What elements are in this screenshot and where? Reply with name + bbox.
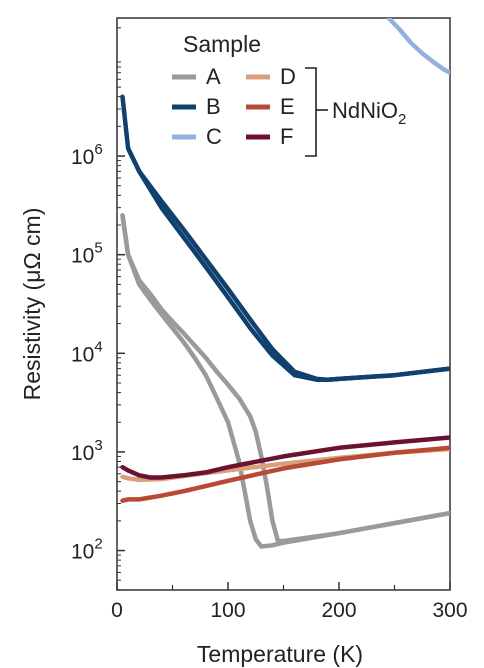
series-line-a-0 — [120, 213, 450, 549]
legend-title: Sample — [183, 31, 261, 57]
y-tick-label-5: 105 — [71, 240, 103, 268]
y-tick-label-4: 104 — [71, 338, 103, 366]
legend-group-label: NdNiO2 — [332, 98, 406, 128]
x-ticks: 0 100 200 300 — [111, 582, 468, 622]
x-tick-label-100: 100 — [210, 599, 245, 622]
legend-group-bracket — [305, 67, 317, 157]
series-line-b-3 — [125, 146, 450, 382]
legend-label-f: F — [280, 124, 293, 149]
series-layer — [120, 18, 450, 549]
y-tick-label-3: 103 — [71, 437, 103, 465]
legend-label-d: D — [280, 64, 296, 89]
legend-label-b: B — [206, 94, 221, 119]
x-tick-label-200: 200 — [321, 599, 356, 622]
series-line-c-4 — [386, 18, 450, 75]
legend-label-a: A — [206, 64, 221, 89]
x-axis-title: Temperature (K) — [197, 641, 363, 667]
x-tick-label-0: 0 — [111, 599, 123, 622]
y-ticks: 102 103 104 105 106 — [71, 27, 125, 591]
legend-label-e: E — [280, 94, 295, 119]
y-tick-label-2: 102 — [71, 536, 103, 564]
series-line-a-1 — [120, 213, 450, 544]
y-tick-label-6: 106 — [71, 141, 103, 169]
legend: Sample ABC DEF NdNiO2 — [172, 31, 406, 157]
series-line-f-7 — [120, 435, 450, 480]
y-axis-title: Resistivity (μΩ cm) — [19, 208, 45, 401]
legend-label-c: C — [206, 124, 222, 149]
series-line-e-6 — [120, 445, 450, 503]
x-tick-label-300: 300 — [432, 599, 467, 622]
